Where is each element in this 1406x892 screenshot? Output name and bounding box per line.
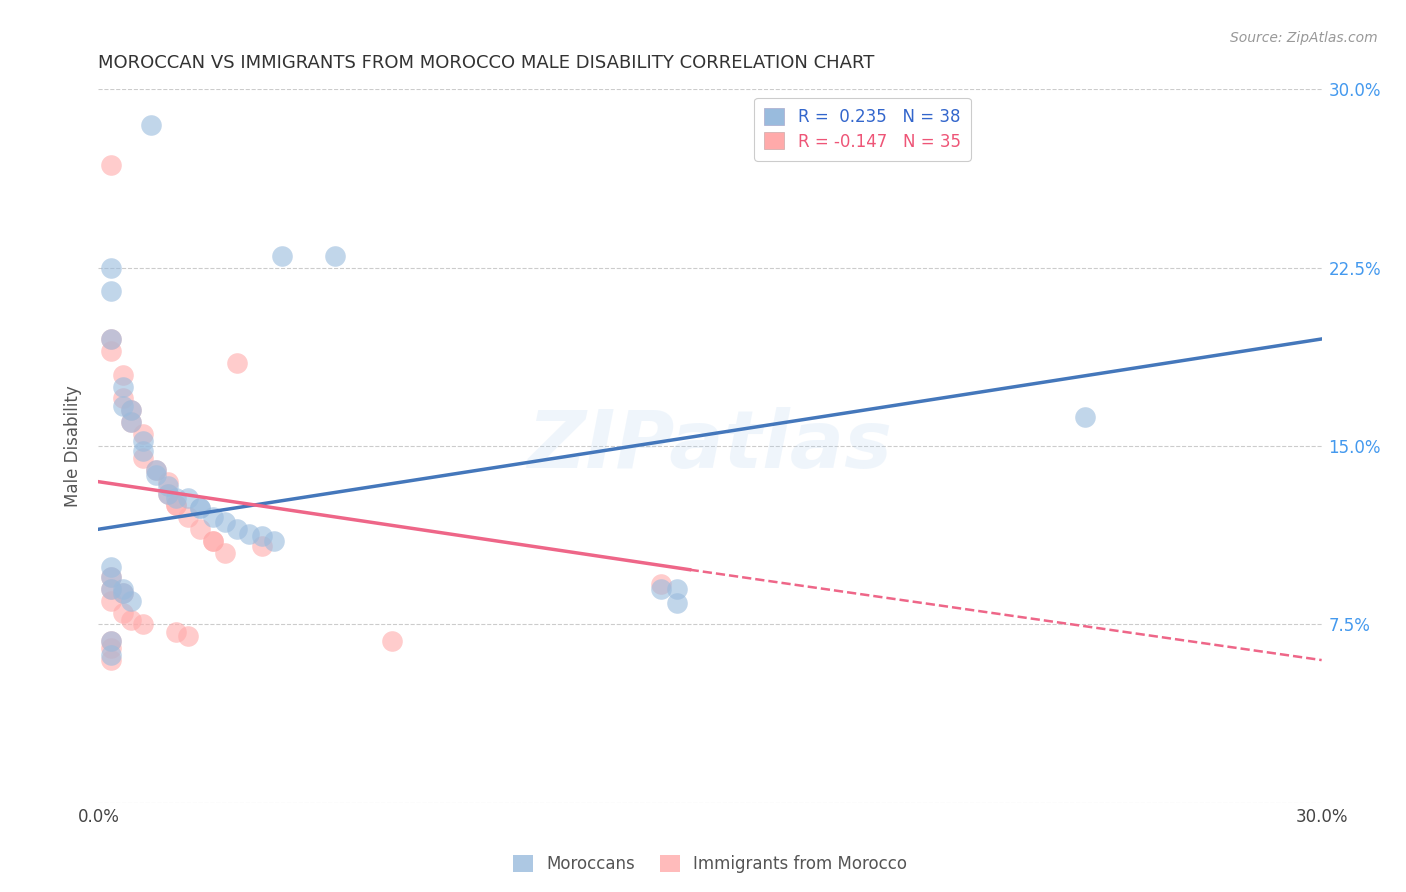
Point: [111, 392, 134, 406]
Point: [188, 500, 212, 515]
Point: [132, 617, 155, 632]
Text: MOROCCAN VS IMMIGRANTS FROM MOROCCO MALE DISABILITY CORRELATION CHART: MOROCCAN VS IMMIGRANTS FROM MOROCCO MALE…: [98, 54, 875, 72]
Point: [120, 415, 142, 429]
Point: [650, 577, 672, 591]
Point: [250, 529, 273, 543]
Point: [111, 606, 134, 620]
Point: [201, 534, 224, 549]
Point: [111, 368, 134, 382]
Point: [100, 158, 122, 172]
Point: [270, 249, 294, 263]
Point: [120, 613, 142, 627]
Point: [188, 522, 212, 536]
Point: [132, 450, 155, 465]
Point: [100, 260, 122, 275]
Point: [100, 648, 122, 663]
Point: [156, 486, 179, 500]
Point: [201, 510, 224, 524]
Point: [165, 624, 187, 639]
Point: [201, 534, 224, 549]
Point: [1074, 410, 1097, 425]
Point: [120, 403, 142, 417]
Y-axis label: Male Disability: Male Disability: [65, 385, 83, 507]
Point: [165, 499, 187, 513]
Point: [100, 582, 122, 596]
Point: [120, 403, 142, 417]
Point: [100, 641, 122, 656]
Point: [177, 629, 200, 643]
Text: Source: ZipAtlas.com: Source: ZipAtlas.com: [1230, 31, 1378, 45]
Point: [100, 653, 122, 667]
Point: [226, 522, 249, 536]
Point: [111, 586, 134, 600]
Point: [238, 527, 260, 541]
Point: [250, 539, 273, 553]
Point: [156, 486, 179, 500]
Point: [666, 582, 689, 596]
Point: [120, 593, 142, 607]
Point: [145, 467, 167, 482]
Point: [323, 249, 346, 263]
Point: [226, 356, 249, 370]
Text: ZIPatlas: ZIPatlas: [527, 407, 893, 485]
Point: [100, 634, 122, 648]
Point: [111, 379, 134, 393]
Point: [100, 332, 122, 346]
Point: [145, 463, 167, 477]
Point: [132, 443, 155, 458]
Point: [165, 491, 187, 506]
Point: [100, 560, 122, 574]
Point: [666, 596, 689, 610]
Point: [188, 500, 212, 515]
Point: [156, 475, 179, 489]
Point: [111, 586, 134, 600]
Point: [141, 118, 163, 132]
Point: [263, 534, 285, 549]
Point: [100, 570, 122, 584]
Point: [381, 634, 404, 648]
Point: [111, 582, 134, 596]
Point: [177, 491, 200, 506]
Point: [214, 515, 236, 529]
Point: [100, 570, 122, 584]
Point: [214, 546, 236, 560]
Point: [100, 634, 122, 648]
Point: [145, 463, 167, 477]
Point: [100, 593, 122, 607]
Point: [100, 343, 122, 358]
Point: [177, 510, 200, 524]
Point: [120, 415, 142, 429]
Point: [100, 582, 122, 596]
Point: [100, 285, 122, 299]
Point: [132, 434, 155, 449]
Point: [111, 399, 134, 413]
Point: [156, 479, 179, 493]
Point: [165, 499, 187, 513]
Point: [650, 582, 672, 596]
Point: [100, 332, 122, 346]
Legend: Moroccans, Immigrants from Morocco: Moroccans, Immigrants from Morocco: [506, 848, 914, 880]
Point: [132, 427, 155, 442]
